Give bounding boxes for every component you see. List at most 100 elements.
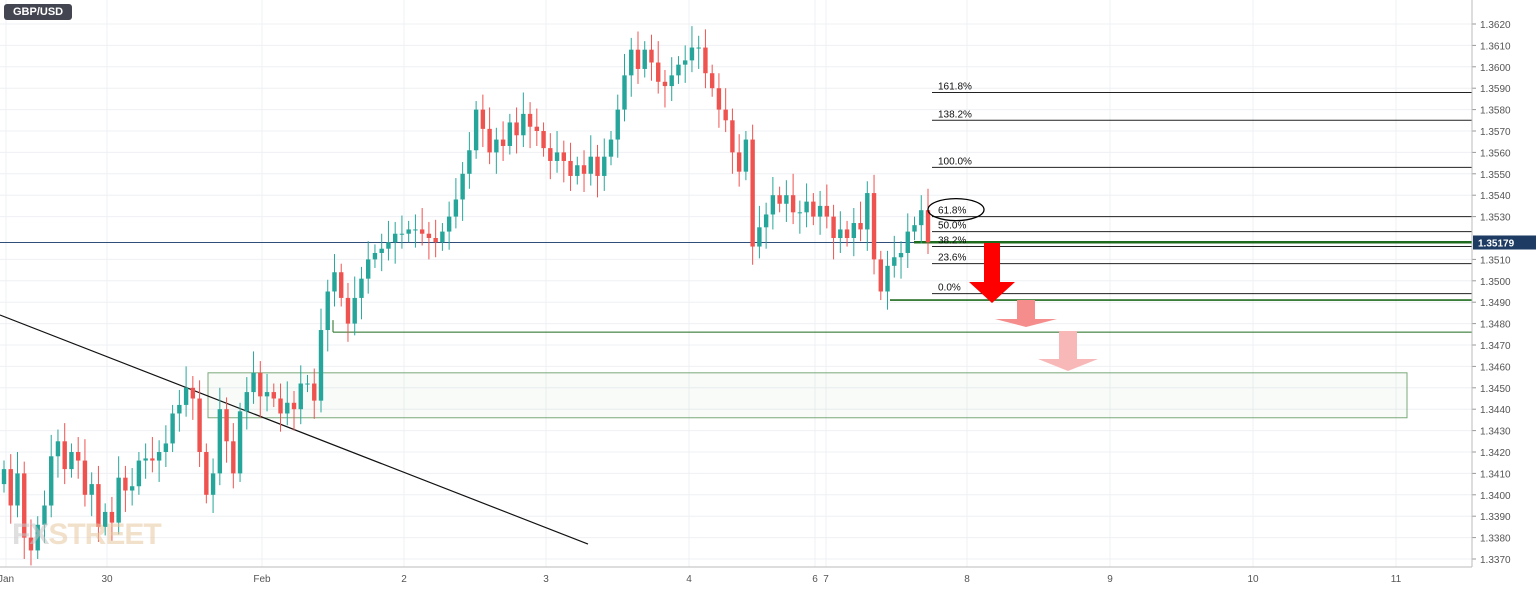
candle-body [608, 139, 614, 157]
candle-body [804, 201, 809, 213]
candle-body [386, 242, 391, 249]
candle-body [797, 212, 803, 214]
candle-body [366, 259, 371, 279]
candle-body [575, 165, 580, 176]
price-tick-label: 1.3380 [1480, 534, 1511, 545]
price-tick-label: 1.3430 [1480, 427, 1511, 438]
candle-body [554, 152, 560, 161]
time-label: 8 [964, 574, 970, 585]
candle-body [177, 404, 182, 414]
fib-circle-highlight [927, 197, 985, 222]
price-tick-label: 1.3450 [1480, 384, 1511, 395]
price-tick-label: 1.3390 [1480, 512, 1511, 523]
arrows [969, 243, 1098, 371]
price-tick-label: 1.3620 [1480, 20, 1511, 31]
current-price-label: 1.35179 [1478, 238, 1515, 249]
candle-body [426, 233, 432, 238]
candle-body [635, 49, 641, 69]
candle-body [339, 272, 344, 298]
arrow-down-tertiary [1038, 331, 1098, 371]
time-label: 4 [686, 574, 692, 585]
candle-body [736, 152, 742, 172]
time-label: 11 [1391, 574, 1402, 585]
candle-body [494, 139, 499, 153]
candle-body [170, 413, 175, 444]
price-tick-label: 1.3550 [1480, 170, 1511, 181]
price-tick-label: 1.3560 [1480, 148, 1511, 159]
candle-body [123, 477, 128, 491]
price-tick-label: 1.3510 [1480, 255, 1511, 266]
time-label: Jan [0, 574, 14, 585]
candle-body [8, 469, 13, 506]
grid [0, 0, 1472, 567]
candle-body [689, 47, 695, 61]
candle-body [858, 223, 863, 230]
candle-body [548, 148, 553, 161]
candle-body [102, 511, 108, 527]
candle-body [298, 383, 303, 410]
arrow-down-primary [969, 243, 1015, 303]
price-tick-label: 1.3610 [1480, 41, 1511, 52]
candle-body [473, 109, 479, 151]
time-label: 6 [812, 574, 818, 585]
price-tick-label: 1.3440 [1480, 405, 1511, 416]
candle-body [183, 387, 189, 405]
candle-body [676, 64, 681, 76]
candle-body [399, 233, 405, 235]
candle-body [811, 201, 816, 217]
candle-body [865, 193, 870, 230]
candle-body [419, 229, 425, 234]
candle-body [264, 392, 270, 397]
candle-body [69, 452, 74, 470]
candle-body [642, 49, 647, 69]
candle-body [109, 511, 115, 523]
candle-body [379, 248, 384, 253]
fib-level-label: 161.8% [938, 81, 972, 92]
candle-body [129, 486, 135, 491]
candle-body [669, 75, 674, 87]
candle-body [1, 469, 7, 485]
price-tick-label: 1.3530 [1480, 213, 1511, 224]
fib-level-label: 0.0% [938, 283, 961, 294]
fib-level-label: 138.2% [938, 109, 972, 120]
time-label: 7 [823, 574, 829, 585]
candle-body [244, 392, 250, 412]
price-tick-label: 1.3470 [1480, 341, 1511, 352]
candle-body [919, 210, 924, 226]
time-label: 10 [1247, 574, 1259, 585]
price-tick-label: 1.3500 [1480, 277, 1511, 288]
candle-body [588, 156, 593, 174]
candle-body [372, 252, 378, 260]
candle-body [413, 229, 418, 231]
candle-body [332, 272, 337, 292]
candle-body [541, 131, 546, 149]
price-tick-label: 1.3370 [1480, 555, 1511, 566]
candle-body [521, 113, 526, 136]
candle-body [709, 73, 715, 89]
time-label: 2 [401, 574, 407, 585]
candle-body [500, 139, 506, 146]
price-tick-label: 1.3410 [1480, 469, 1511, 480]
candle-body [359, 278, 364, 298]
demand-zone [207, 372, 1408, 419]
time-label: 30 [101, 574, 113, 585]
candle-body [871, 193, 877, 260]
current-price-badge [1473, 235, 1536, 250]
candle-body [446, 216, 452, 232]
candle-body [602, 156, 607, 176]
candle-body [851, 223, 857, 238]
candle-body [75, 452, 81, 461]
candle-body [312, 383, 317, 401]
candle-body [392, 233, 398, 243]
candle-body [777, 195, 782, 204]
candle-body [696, 47, 701, 49]
candle-body [433, 238, 438, 243]
candle-body [251, 372, 256, 393]
fib-level-label: 50.0% [938, 221, 966, 232]
candle-body [784, 195, 789, 204]
candle-body [703, 47, 708, 74]
candle-body [96, 484, 101, 527]
